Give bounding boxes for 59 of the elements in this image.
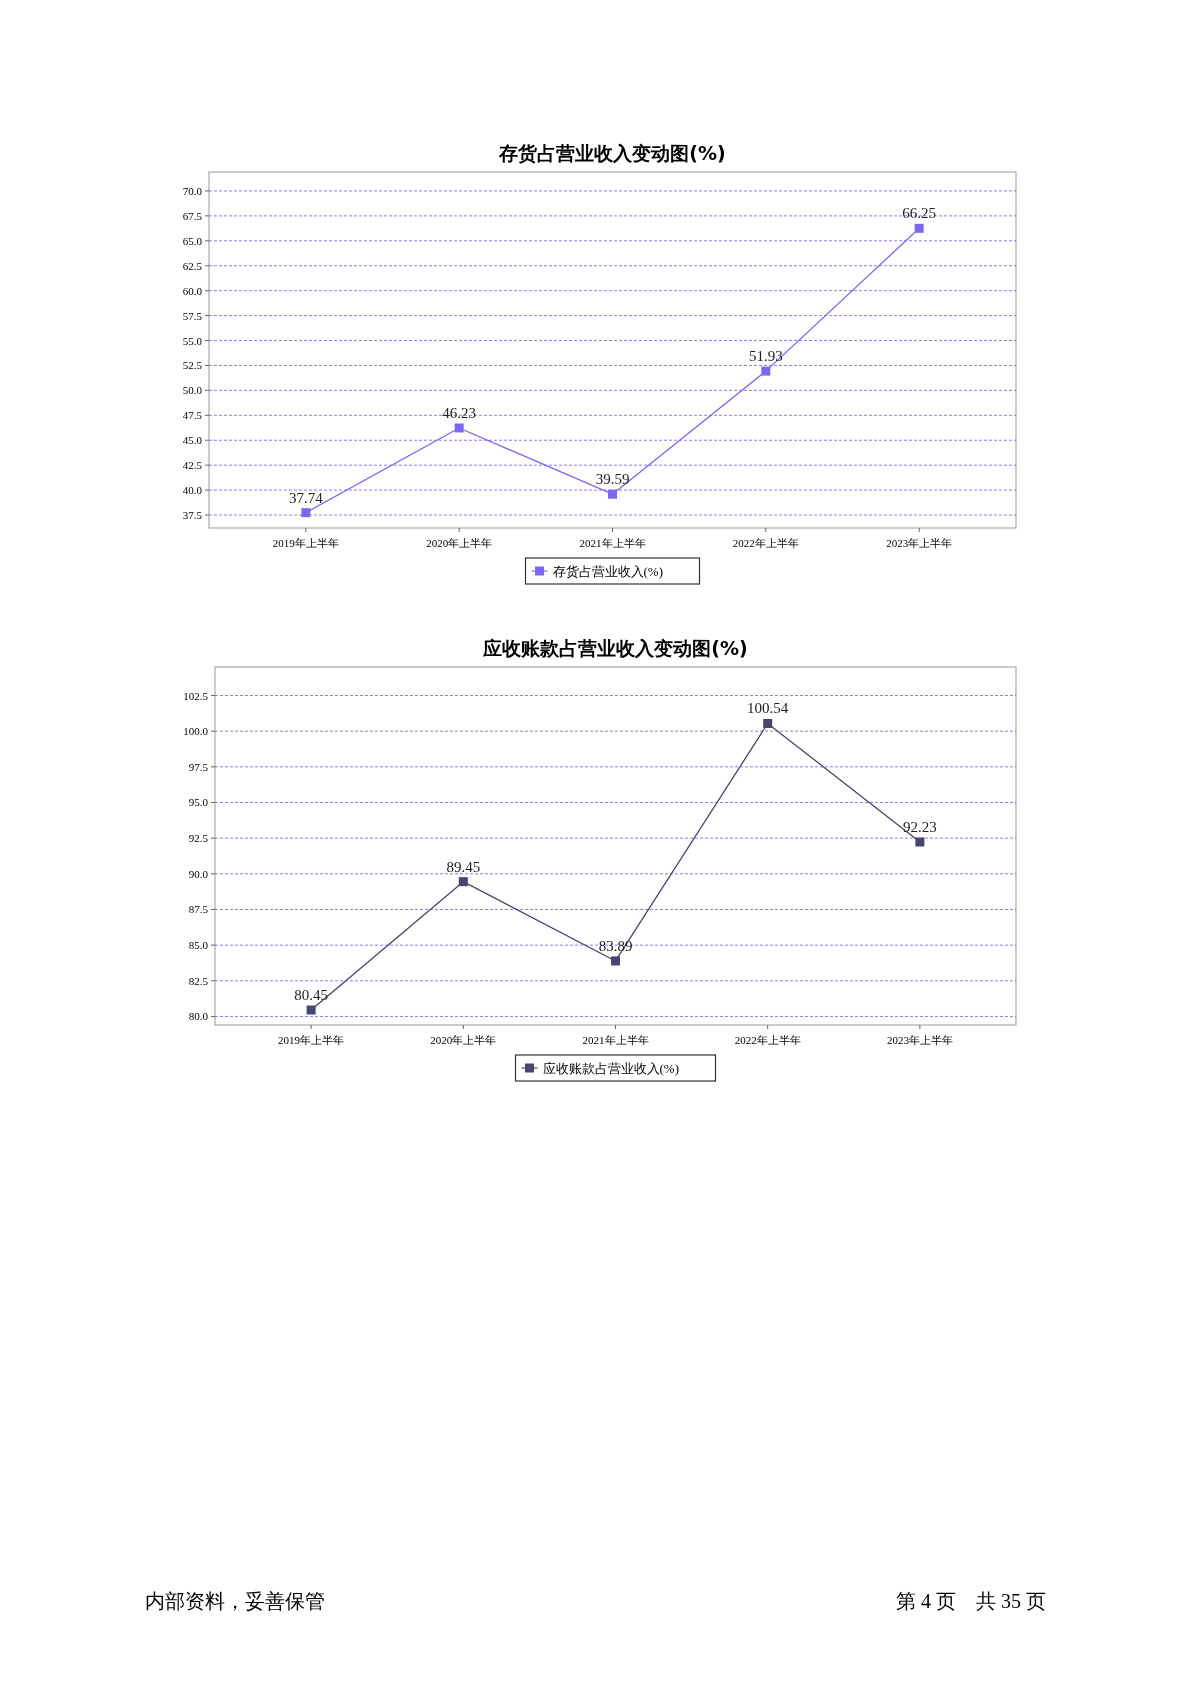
x-tick-label: 2019年上半年 [272,537,339,549]
y-tick-label: 92.5 [188,832,209,845]
point [915,837,925,847]
y-tick-label: 40.0 [182,484,203,497]
text: 第 4 页 共 35 页 [896,1590,1046,1612]
point [761,366,771,376]
y-tick-label: 100.0 [183,725,209,738]
point [301,508,311,518]
data-label: 39.59 [595,471,630,488]
data-label: 51.93 [748,348,783,365]
data-label: 92.23 [903,819,937,836]
legend-label: 应收账款占营业收入(%) [542,1061,679,1076]
chart-title: 应收账款占营业收入变动图(%) [482,637,748,659]
y-tick-label: 55.0 [182,334,203,347]
y-tick-label: 87.5 [188,903,209,916]
point [454,423,464,433]
y-tick-label: 90.0 [188,867,209,880]
y-tick-label: 45.0 [182,434,203,447]
y-tick-label: 67.5 [182,209,203,222]
point [763,718,773,728]
point [611,956,620,966]
x-tick-label: 2022年上半年 [732,537,799,549]
y-tick-label: 97.5 [188,760,209,773]
y-tick-label: 60.0 [182,284,203,297]
y-tick-label: 80.0 [188,1010,209,1023]
y-tick-label: 65.0 [182,234,203,247]
x-tick-label: 2021年上半年 [582,1034,649,1046]
x-tick-label: 2020年上半年 [426,537,493,549]
point [914,223,924,233]
y-tick-label: 82.5 [188,974,209,987]
data-label: 89.45 [446,858,481,875]
y-tick-label: 47.5 [182,409,203,422]
y-tick-label: 102.5 [183,689,209,702]
data-label: 66.25 [902,205,937,222]
x-tick-label: 2019年上半年 [278,1034,345,1046]
chart-title: 存货占营业收入变动图(%) [498,142,726,164]
y-tick-label: 85.0 [188,939,209,952]
y-tick-label: 50.0 [182,384,203,397]
data-label: 100.54 [747,700,789,717]
y-tick-label: 62.5 [182,259,203,272]
data-label: 37.74 [288,489,324,506]
data-label: 46.23 [442,404,477,421]
x-tick-label: 2021年上半年 [579,537,646,549]
y-tick-label: 52.5 [182,359,203,372]
y-tick-label: 37.5 [182,509,203,522]
y-tick-label: 57.5 [182,309,203,322]
x-tick-label: 2020年上半年 [430,1034,497,1046]
x-tick-label: 2022年上半年 [734,1034,801,1046]
y-tick-label: 42.5 [182,459,203,472]
data-label: 80.45 [294,987,328,1004]
point [458,877,468,887]
y-tick-label: 95.0 [188,796,209,809]
text: 内部资料，妥善保管 [145,1590,325,1612]
y-tick-label: 70.0 [182,184,203,197]
x-tick-label: 2023年上半年 [886,537,953,549]
point [306,1005,316,1015]
legend-label: 存货占营业收入(%) [552,564,663,579]
x-tick-label: 2023年上半年 [886,1034,953,1046]
point [608,489,617,499]
